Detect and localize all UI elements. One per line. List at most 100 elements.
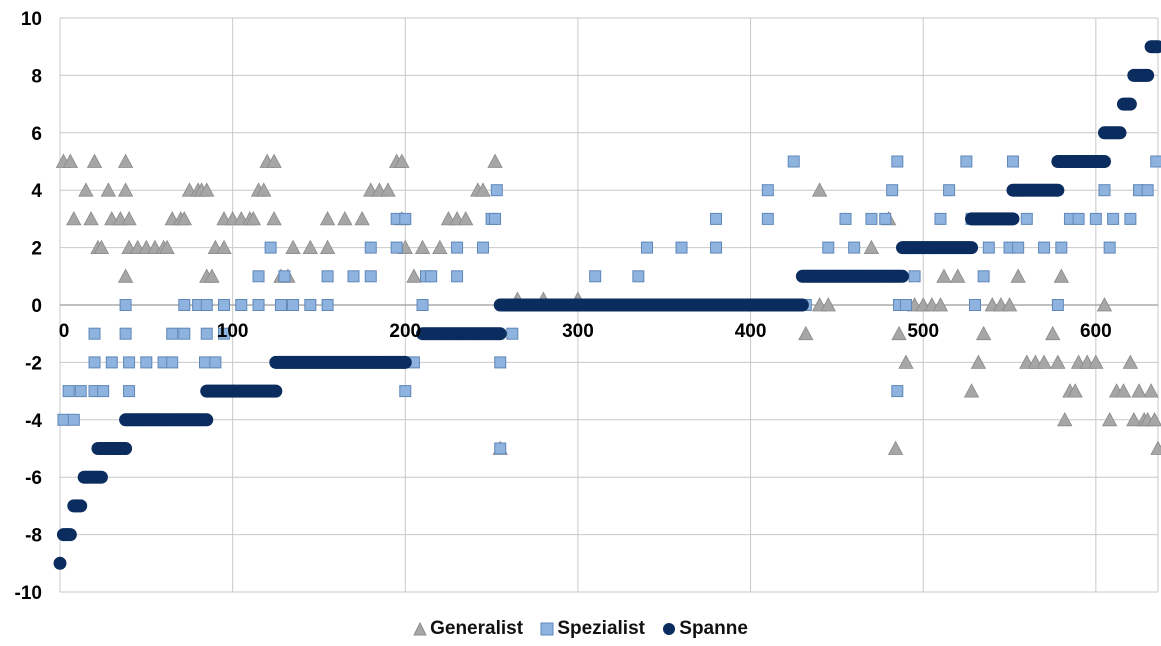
legend-label-generalist: Generalist [430,618,524,639]
generalist-point [117,182,134,197]
y-tick-label: 6 [31,124,42,145]
spezialist-point [822,241,835,254]
generalist-point [887,440,904,455]
spezialist-point [787,155,800,168]
spezialist-point [451,270,464,283]
spanne-point [1113,126,1127,140]
triangle-icon [413,621,427,636]
generalist-point [354,211,370,226]
spezialist-point [218,327,231,340]
spezialist-point [235,299,248,311]
generalist-point [266,153,282,168]
spezialist-point [886,184,899,197]
spezialist-point [1103,241,1116,254]
generalist-point [319,211,336,226]
spezialist-point [1055,241,1068,254]
generalist-point [319,239,336,255]
spezialist-point [1098,184,1111,197]
spezialist-point [1020,212,1033,225]
generalist-point [1096,297,1113,312]
spezialist-point [399,212,412,225]
generalist-point [863,239,880,255]
spezialist-point [119,299,132,311]
generalist-series [55,153,1161,455]
generalist-point [1126,411,1142,427]
generalist-point [204,268,220,283]
generalist-point [891,325,907,341]
x-tick-label: 400 [735,321,767,342]
generalist-point [256,182,272,197]
generalist-point [1146,411,1161,427]
spezialist-point [88,356,101,369]
tick-labels: 10 8 6 4 2 0 -2 -4 -6 -8 -10 0 100 200 300 400 500 600 [15,9,1112,604]
spezialist-point [347,270,360,283]
square-icon [540,622,554,636]
generalist-point [1150,440,1161,455]
spezialist-point [589,270,602,283]
spezialist-point [364,241,377,254]
spanne-point [965,241,979,255]
spezialist-point [891,385,904,398]
generalist-point [380,182,396,197]
legend-item-spanne[interactable]: Spanne [662,618,748,640]
generalist-point [798,325,814,341]
generalist-point [1088,354,1104,369]
spezialist-point [416,299,429,311]
spezialist-point [252,270,265,283]
legend-item-spezialist[interactable]: Spezialist [540,618,645,640]
spanne-point [200,413,214,427]
spezialist-point [1089,212,1102,225]
generalist-point [285,239,301,255]
spezialist-point [1072,212,1085,225]
generalist-point [1010,268,1026,283]
spezialist-point [848,241,861,254]
legend: Generalist Spezialist Spanne [0,618,1161,640]
spezialist-point [960,155,973,168]
spezialist-point [1012,241,1025,254]
generalist-point [176,211,192,226]
spanne-point [1051,183,1065,197]
generalist-point [475,182,491,197]
spezialist-point [934,212,947,225]
y-tick-label: -8 [25,526,42,547]
generalist-point [458,211,474,226]
y-tick-label: -4 [25,411,42,432]
x-tick-label: 600 [1080,321,1112,342]
spezialist-point [62,385,75,398]
generalist-point [78,182,94,197]
spezialist-point [140,356,153,369]
generalist-point [121,211,137,226]
spezialist-point [675,241,688,254]
generalist-point [950,268,966,283]
legend-item-generalist[interactable]: Generalist [413,618,523,640]
spezialist-point [1150,155,1161,168]
spanne-point [119,442,133,455]
spezialist-point [476,241,489,254]
spezialist-point [74,385,87,398]
spanne-point [269,384,283,398]
spezialist-point [321,299,334,311]
x-tick-label: 300 [562,321,594,342]
spanne-point [895,269,909,283]
spezialist-point [1124,212,1137,225]
spezialist-point [710,212,723,225]
generalist-point [1057,411,1073,427]
spezialist-point [899,299,912,311]
spanne-point [63,528,77,542]
generalist-point [1115,383,1132,398]
generalist-point [199,182,215,197]
legend-label-spanne: Spanne [679,618,748,639]
spezialist-point [506,327,519,340]
spezialist-point [1038,241,1051,254]
generalist-point [266,211,282,226]
generalist-point [1143,383,1159,398]
spezialist-point [489,212,502,225]
y-tick-label: 8 [31,66,42,87]
spezialist-point [969,299,981,311]
generalist-point [811,182,828,197]
spezialist-point [908,270,921,283]
x-tick-label: 500 [907,321,939,342]
generalist-point [302,239,318,255]
spezialist-point [200,327,213,340]
spezialist-point [761,212,774,225]
